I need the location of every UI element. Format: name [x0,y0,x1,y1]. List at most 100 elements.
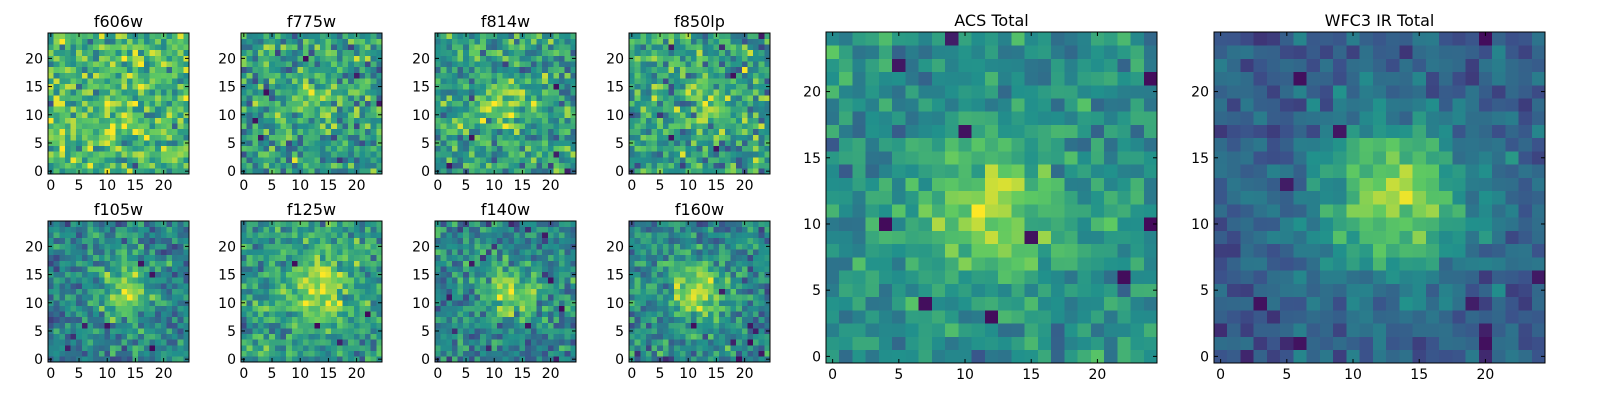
heatmap-cell [491,299,498,306]
heatmap-cell [110,55,116,62]
heatmap-cell [87,72,94,79]
heatmap-cell [348,221,355,227]
heatmap-cell [564,254,571,261]
heatmap-cell [48,283,54,289]
heatmap-cell [370,33,377,39]
heatmap-cell [126,89,133,96]
heatmap-cell [342,123,349,130]
heatmap-cell [719,44,726,51]
heatmap-cell [172,117,179,124]
heatmap-cell [303,288,309,295]
heatmap-cell [286,221,293,227]
heatmap-cell [736,277,743,284]
heatmap-cell [376,78,383,85]
heatmap-cell [53,134,60,141]
heatmap-cell [348,283,355,289]
heatmap-cell [359,266,366,273]
heatmap-cell [747,283,754,289]
heatmap-cell [440,72,447,79]
heatmap-cell [348,123,355,130]
heatmap-cell [468,237,475,244]
heatmap-cell [121,294,128,301]
heatmap-cell [547,226,554,233]
heatmap-cell [741,44,748,51]
heatmap-cell [336,78,343,85]
heatmap-cell [132,78,139,85]
heatmap-cell [104,350,111,357]
heatmap-cell [143,322,150,329]
heatmap-cell [93,72,100,79]
heatmap-cell [166,254,173,261]
heatmap-cell [497,277,503,284]
heatmap-cell [263,311,270,318]
heatmap-cell [525,72,532,79]
heatmap-cell [542,89,549,96]
heatmap-cell [280,271,287,278]
heatmap-cell [474,266,481,273]
heatmap-cell [542,254,549,261]
heatmap-cell [468,123,475,130]
heatmap-cell [246,294,253,301]
heatmap-cell [741,111,748,118]
heatmap-cell [474,33,481,39]
heatmap-cell [76,294,83,301]
heatmap-cell [143,157,150,164]
heatmap-cell [365,305,372,312]
heatmap-cell [166,339,173,346]
heatmap-cell [297,95,304,101]
heatmap-cell [325,134,332,141]
heatmap-cell [764,44,771,51]
heatmap-cell [110,78,116,85]
heatmap-cell [98,168,105,175]
heatmap-cell [564,339,571,346]
heatmap-cell [98,89,105,96]
heatmap-cell [629,322,635,329]
heatmap-cell [246,254,253,261]
heatmap-cell [662,140,669,147]
heatmap-cell [564,151,571,158]
heatmap-cell [331,72,338,79]
x-tick-label: 5 [268,366,277,382]
heatmap-cell [166,66,173,73]
heatmap-cell [702,350,709,357]
heatmap-cell [485,243,492,250]
heatmap-cell [104,72,111,79]
heatmap-cell [143,356,150,363]
x-tick-label: 0 [627,178,636,194]
heatmap-cell [155,38,162,45]
heatmap-cell [753,345,760,352]
heatmap-cell [115,72,122,79]
heatmap-cell [87,311,94,318]
heatmap-cell [451,157,458,164]
heatmap-cell [183,232,190,239]
heatmap-cell [269,72,276,79]
heatmap-cell [348,305,355,312]
panel-title: f125w [287,200,336,219]
heatmap-cell [138,221,145,227]
heatmap-cell [48,305,54,312]
heatmap-cell [640,134,647,141]
heatmap-cell [314,232,321,239]
heatmap-cell [308,277,315,284]
heatmap-cell [668,33,675,39]
heatmap-cell [451,305,458,312]
heatmap-cell [286,328,293,335]
heatmap-cell [53,283,60,289]
heatmap-cell [559,254,566,261]
heatmap-cell [753,66,760,73]
heatmap-cell [331,288,338,295]
heatmap-cell [502,111,509,118]
heatmap-cell [440,55,447,62]
heatmap-cell [542,66,549,73]
heatmap-cell [280,66,287,73]
heatmap-cell [662,322,669,329]
heatmap-cell [246,117,253,124]
heatmap-cell [542,106,549,113]
heatmap-cell [87,237,94,244]
heatmap-cell [183,266,190,273]
heatmap-cell [662,123,669,130]
heatmap-cell [446,328,453,335]
heatmap-cell [497,254,503,261]
heatmap-cell [342,49,349,56]
